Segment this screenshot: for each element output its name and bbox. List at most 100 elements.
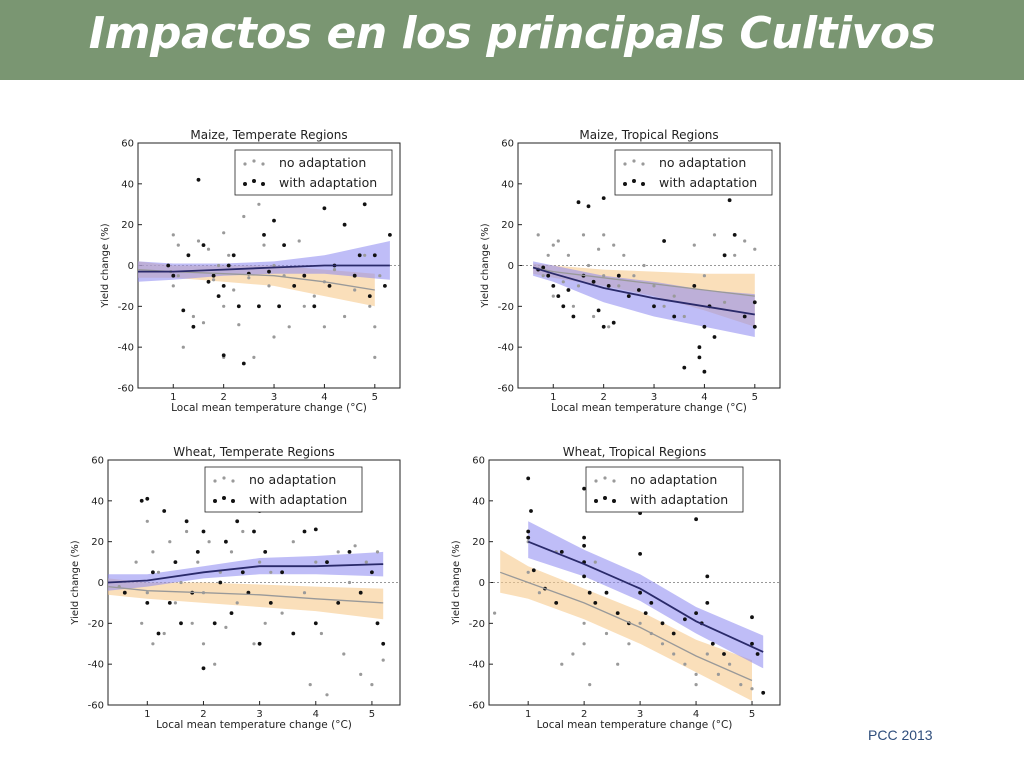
data-point-with-adaptation: [561, 304, 566, 309]
data-point-with-adaptation: [638, 590, 642, 595]
data-point-no-adaptation: [672, 294, 676, 298]
data-point-no-adaptation: [196, 239, 201, 243]
data-point-no-adaptation: [168, 540, 172, 544]
legend-box: [585, 466, 744, 513]
x-tick-label: 4: [321, 392, 327, 403]
data-point-with-adaptation: [742, 314, 747, 319]
data-point-with-adaptation: [750, 615, 754, 620]
y-tick-label: -20: [469, 619, 485, 630]
y-tick-label: 0: [128, 261, 134, 272]
data-point-no-adaptation: [571, 652, 575, 656]
x-tick-label: 5: [369, 709, 375, 720]
x-tick-label: 3: [637, 709, 643, 720]
data-point-with-adaptation: [375, 621, 380, 626]
data-point-no-adaptation: [353, 288, 357, 292]
y-tick-label: 20: [472, 537, 485, 548]
data-point-with-adaptation: [347, 550, 352, 554]
y-tick-label: -60: [498, 384, 514, 395]
data-point-with-adaptation: [705, 574, 710, 579]
data-point-with-adaptation: [240, 570, 245, 575]
data-point-with-adaptation: [554, 601, 559, 605]
data-point-no-adaptation: [373, 325, 377, 329]
data-point-with-adaptation: [211, 273, 216, 278]
legend-label-with-adaptation: with adaptation: [249, 492, 347, 507]
data-point-no-adaptation: [683, 662, 687, 666]
data-point-no-adaptation: [586, 263, 591, 268]
data-point-with-adaptation: [367, 294, 372, 298]
data-point-no-adaptation: [134, 560, 138, 564]
y-tick-label: 0: [508, 261, 514, 272]
data-point-no-adaptation: [229, 550, 234, 554]
slide-title: Impactos en los principals Cultivos: [88, 8, 936, 59]
data-point-no-adaptation: [269, 570, 273, 574]
data-point-with-adaptation: [162, 509, 167, 513]
data-point-with-adaptation: [302, 273, 307, 278]
data-point-no-adaptation: [364, 560, 368, 564]
data-point-with-adaptation: [336, 601, 341, 605]
source-credit: PCC 2013: [868, 727, 933, 743]
data-point-no-adaptation: [176, 243, 180, 247]
data-point-no-adaptation: [541, 274, 545, 278]
legend-marker-with-adaptation: [612, 499, 616, 503]
legend-marker-with-adaptation: [222, 496, 226, 500]
data-point-with-adaptation: [660, 621, 665, 626]
data-point-with-adaptation: [201, 529, 206, 534]
data-point-with-adaptation: [727, 198, 732, 203]
data-point-no-adaptation: [593, 560, 597, 564]
data-point-with-adaptation: [327, 284, 332, 288]
data-point-no-adaptation: [662, 304, 666, 308]
data-point-with-adaptation: [381, 641, 386, 646]
data-point-with-adaptation: [571, 314, 576, 319]
data-point-with-adaptation: [201, 666, 206, 671]
data-point-with-adaptation: [586, 204, 591, 209]
data-point-with-adaptation: [216, 294, 221, 298]
data-point-with-adaptation: [551, 284, 556, 288]
legend-label-no-adaptation: no adaptation: [630, 472, 717, 487]
x-tick-label: 5: [749, 709, 755, 720]
data-point-no-adaptation: [616, 662, 620, 666]
legend-marker-no-adaptation: [632, 159, 636, 163]
data-point-with-adaptation: [357, 253, 362, 258]
data-point-with-adaptation: [671, 631, 676, 636]
data-point-with-adaptation: [582, 486, 586, 491]
confidence-band-no-adaptation: [500, 549, 752, 701]
x-tick-label: 1: [170, 392, 176, 403]
data-point-with-adaptation: [151, 570, 155, 575]
data-point-with-adaptation: [212, 621, 217, 626]
y-tick-label: -20: [118, 302, 134, 313]
trend-line-with-adaptation: [527, 540, 764, 653]
x-axis-label: Local mean temperature change (°C): [171, 402, 367, 414]
confidence-band-with-adaptation: [533, 261, 755, 337]
data-point-with-adaptation: [195, 550, 200, 554]
x-tick-label: 1: [525, 709, 531, 720]
x-tick-label: 4: [701, 392, 707, 403]
data-point-with-adaptation: [596, 308, 601, 313]
y-tick-label: -20: [498, 302, 514, 313]
data-point-with-adaptation: [546, 273, 551, 278]
data-point-no-adaptation: [267, 284, 271, 288]
y-tick-label: -60: [118, 384, 134, 395]
data-point-no-adaptation: [556, 239, 560, 243]
chart-panel-2: Maize, Tropical Regions 1 2 3 4 5 -60 -40 -20 0 20…: [480, 128, 781, 414]
data-point-no-adaptation: [179, 580, 183, 585]
data-point-with-adaptation: [257, 641, 262, 646]
data-point-no-adaptation: [145, 519, 149, 523]
data-point-with-adaptation: [526, 476, 531, 481]
data-point-no-adaptation: [212, 278, 216, 282]
x-axis-label: Local mean temperature change (°C): [156, 719, 352, 731]
data-point-with-adaptation: [582, 535, 586, 540]
data-point-no-adaptation: [151, 642, 155, 646]
data-point-no-adaptation: [263, 621, 267, 625]
data-point-no-adaptation: [171, 233, 175, 237]
x-tick-label: 2: [600, 392, 606, 403]
data-point-with-adaptation: [201, 243, 206, 248]
data-point-with-adaptation: [156, 631, 161, 636]
data-point-with-adaptation: [649, 601, 654, 605]
data-point-with-adaptation: [732, 233, 737, 237]
data-point-with-adaptation: [526, 529, 531, 534]
x-axis-label: Local mean temperature change (°C): [551, 402, 747, 414]
chart-title: Wheat, Temperate Regions: [173, 445, 334, 459]
data-point-no-adaptation: [235, 601, 239, 605]
data-point-with-adaptation: [722, 652, 726, 656]
